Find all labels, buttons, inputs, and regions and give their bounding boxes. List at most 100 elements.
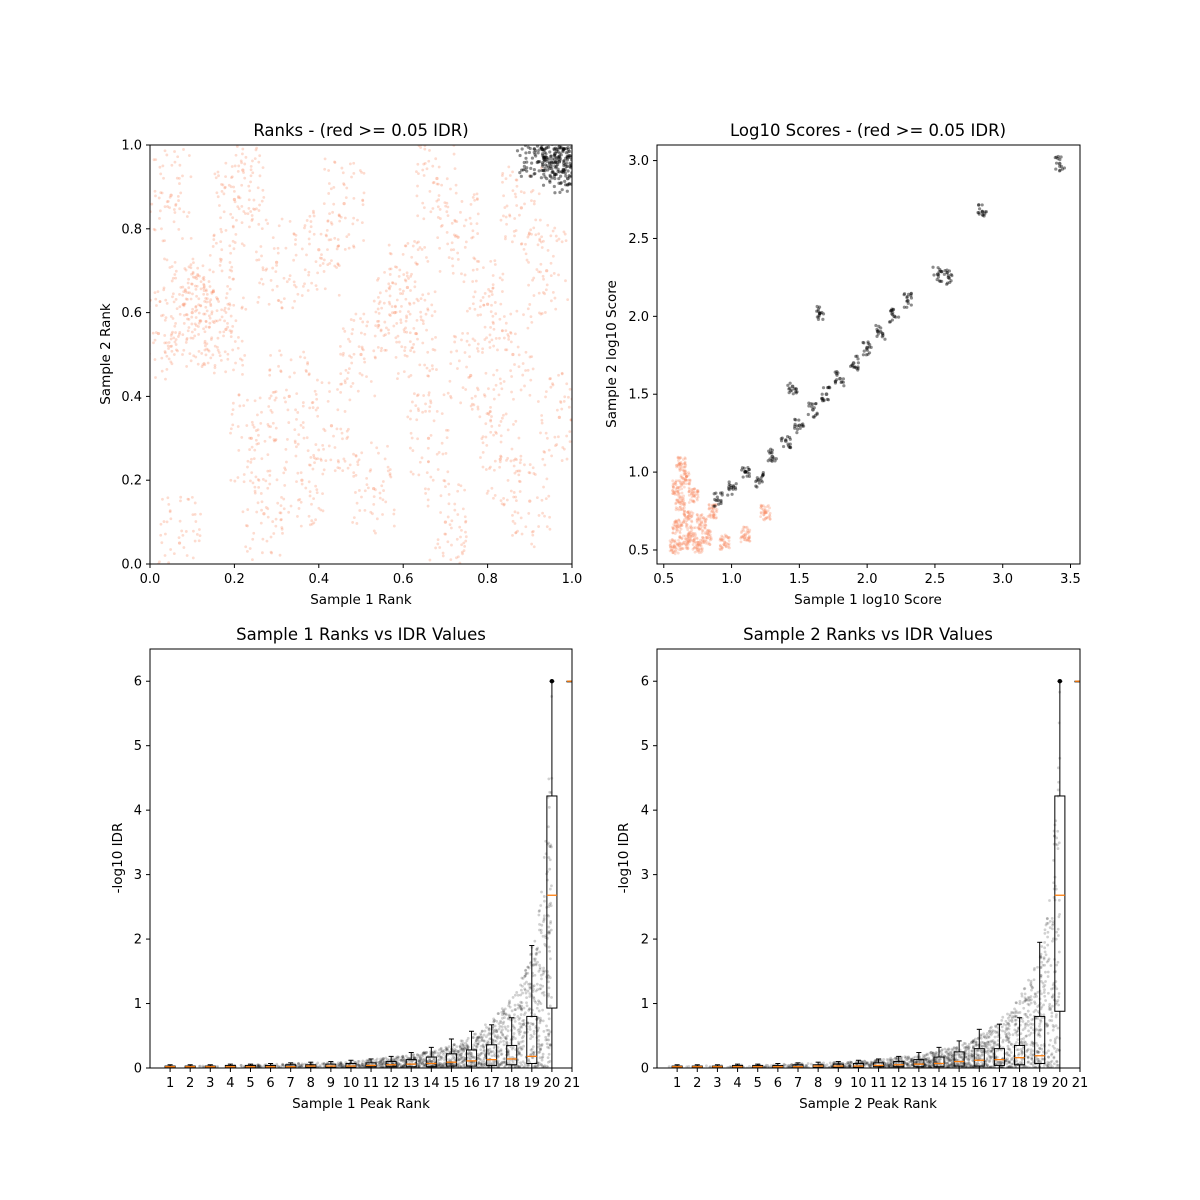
point [279, 369, 283, 373]
point [182, 290, 186, 294]
point [360, 1064, 363, 1068]
point [495, 1028, 499, 1032]
point [705, 518, 708, 521]
point [495, 1035, 499, 1039]
point [766, 459, 770, 463]
point [252, 198, 256, 202]
point [483, 1051, 486, 1055]
point [347, 246, 351, 250]
point [905, 295, 909, 300]
point [492, 327, 496, 331]
point [534, 962, 538, 966]
point [861, 340, 865, 345]
point [320, 1062, 324, 1066]
point [430, 303, 434, 307]
point [379, 349, 383, 353]
point [464, 535, 468, 539]
point [791, 392, 795, 396]
point [458, 1058, 461, 1061]
point [677, 542, 681, 546]
point [478, 1054, 482, 1057]
point [426, 350, 430, 354]
point [268, 373, 272, 377]
point [534, 989, 538, 993]
point [794, 418, 798, 422]
point [237, 393, 241, 397]
point [457, 1050, 460, 1053]
point [480, 1062, 484, 1066]
point [394, 310, 398, 314]
point [375, 446, 379, 450]
point [446, 214, 450, 217]
point [436, 1051, 439, 1055]
point [542, 239, 545, 243]
point [270, 551, 274, 555]
point [568, 182, 572, 186]
point [275, 260, 279, 264]
point [683, 501, 687, 505]
point [295, 445, 298, 449]
point [441, 1063, 445, 1067]
point [747, 530, 751, 534]
point [237, 335, 240, 339]
point [517, 353, 521, 357]
point [339, 352, 343, 356]
point [337, 293, 341, 297]
point [261, 266, 265, 269]
point [551, 161, 555, 165]
point [499, 1030, 503, 1034]
point [418, 460, 422, 464]
point [673, 545, 677, 549]
point [488, 1032, 492, 1036]
point [945, 271, 949, 275]
point [467, 376, 471, 379]
point [500, 387, 504, 391]
point [542, 158, 547, 162]
point [815, 315, 819, 319]
point [262, 195, 266, 199]
point [946, 273, 950, 277]
point [451, 1062, 455, 1066]
point [354, 473, 358, 477]
point [520, 168, 524, 172]
point [244, 155, 248, 159]
point [517, 1046, 521, 1050]
point [566, 183, 570, 187]
point [192, 261, 195, 265]
point [761, 472, 765, 476]
point [983, 212, 987, 216]
point [456, 235, 460, 239]
point [400, 1058, 403, 1062]
point [217, 300, 221, 303]
point [696, 542, 700, 546]
point [483, 338, 487, 341]
point [894, 315, 898, 319]
point [311, 467, 315, 471]
x-tick-label: 3.0 [992, 572, 1013, 587]
point [384, 1056, 388, 1060]
point [296, 292, 300, 296]
point [515, 149, 520, 153]
point [486, 1049, 490, 1053]
point [455, 349, 459, 353]
point [329, 187, 333, 191]
point [329, 221, 333, 224]
point [394, 1056, 398, 1060]
point [372, 299, 376, 303]
point [507, 335, 511, 338]
point [980, 210, 985, 214]
point [677, 495, 681, 499]
box-11 [365, 1058, 377, 1068]
point [380, 346, 384, 350]
point [289, 358, 293, 362]
point [743, 469, 747, 474]
point [439, 1055, 443, 1059]
point [740, 535, 744, 539]
point [279, 518, 283, 522]
point [526, 368, 530, 372]
point [165, 354, 169, 358]
point [335, 247, 339, 251]
point [519, 993, 523, 997]
point [561, 168, 566, 172]
fail-points [668, 455, 772, 556]
